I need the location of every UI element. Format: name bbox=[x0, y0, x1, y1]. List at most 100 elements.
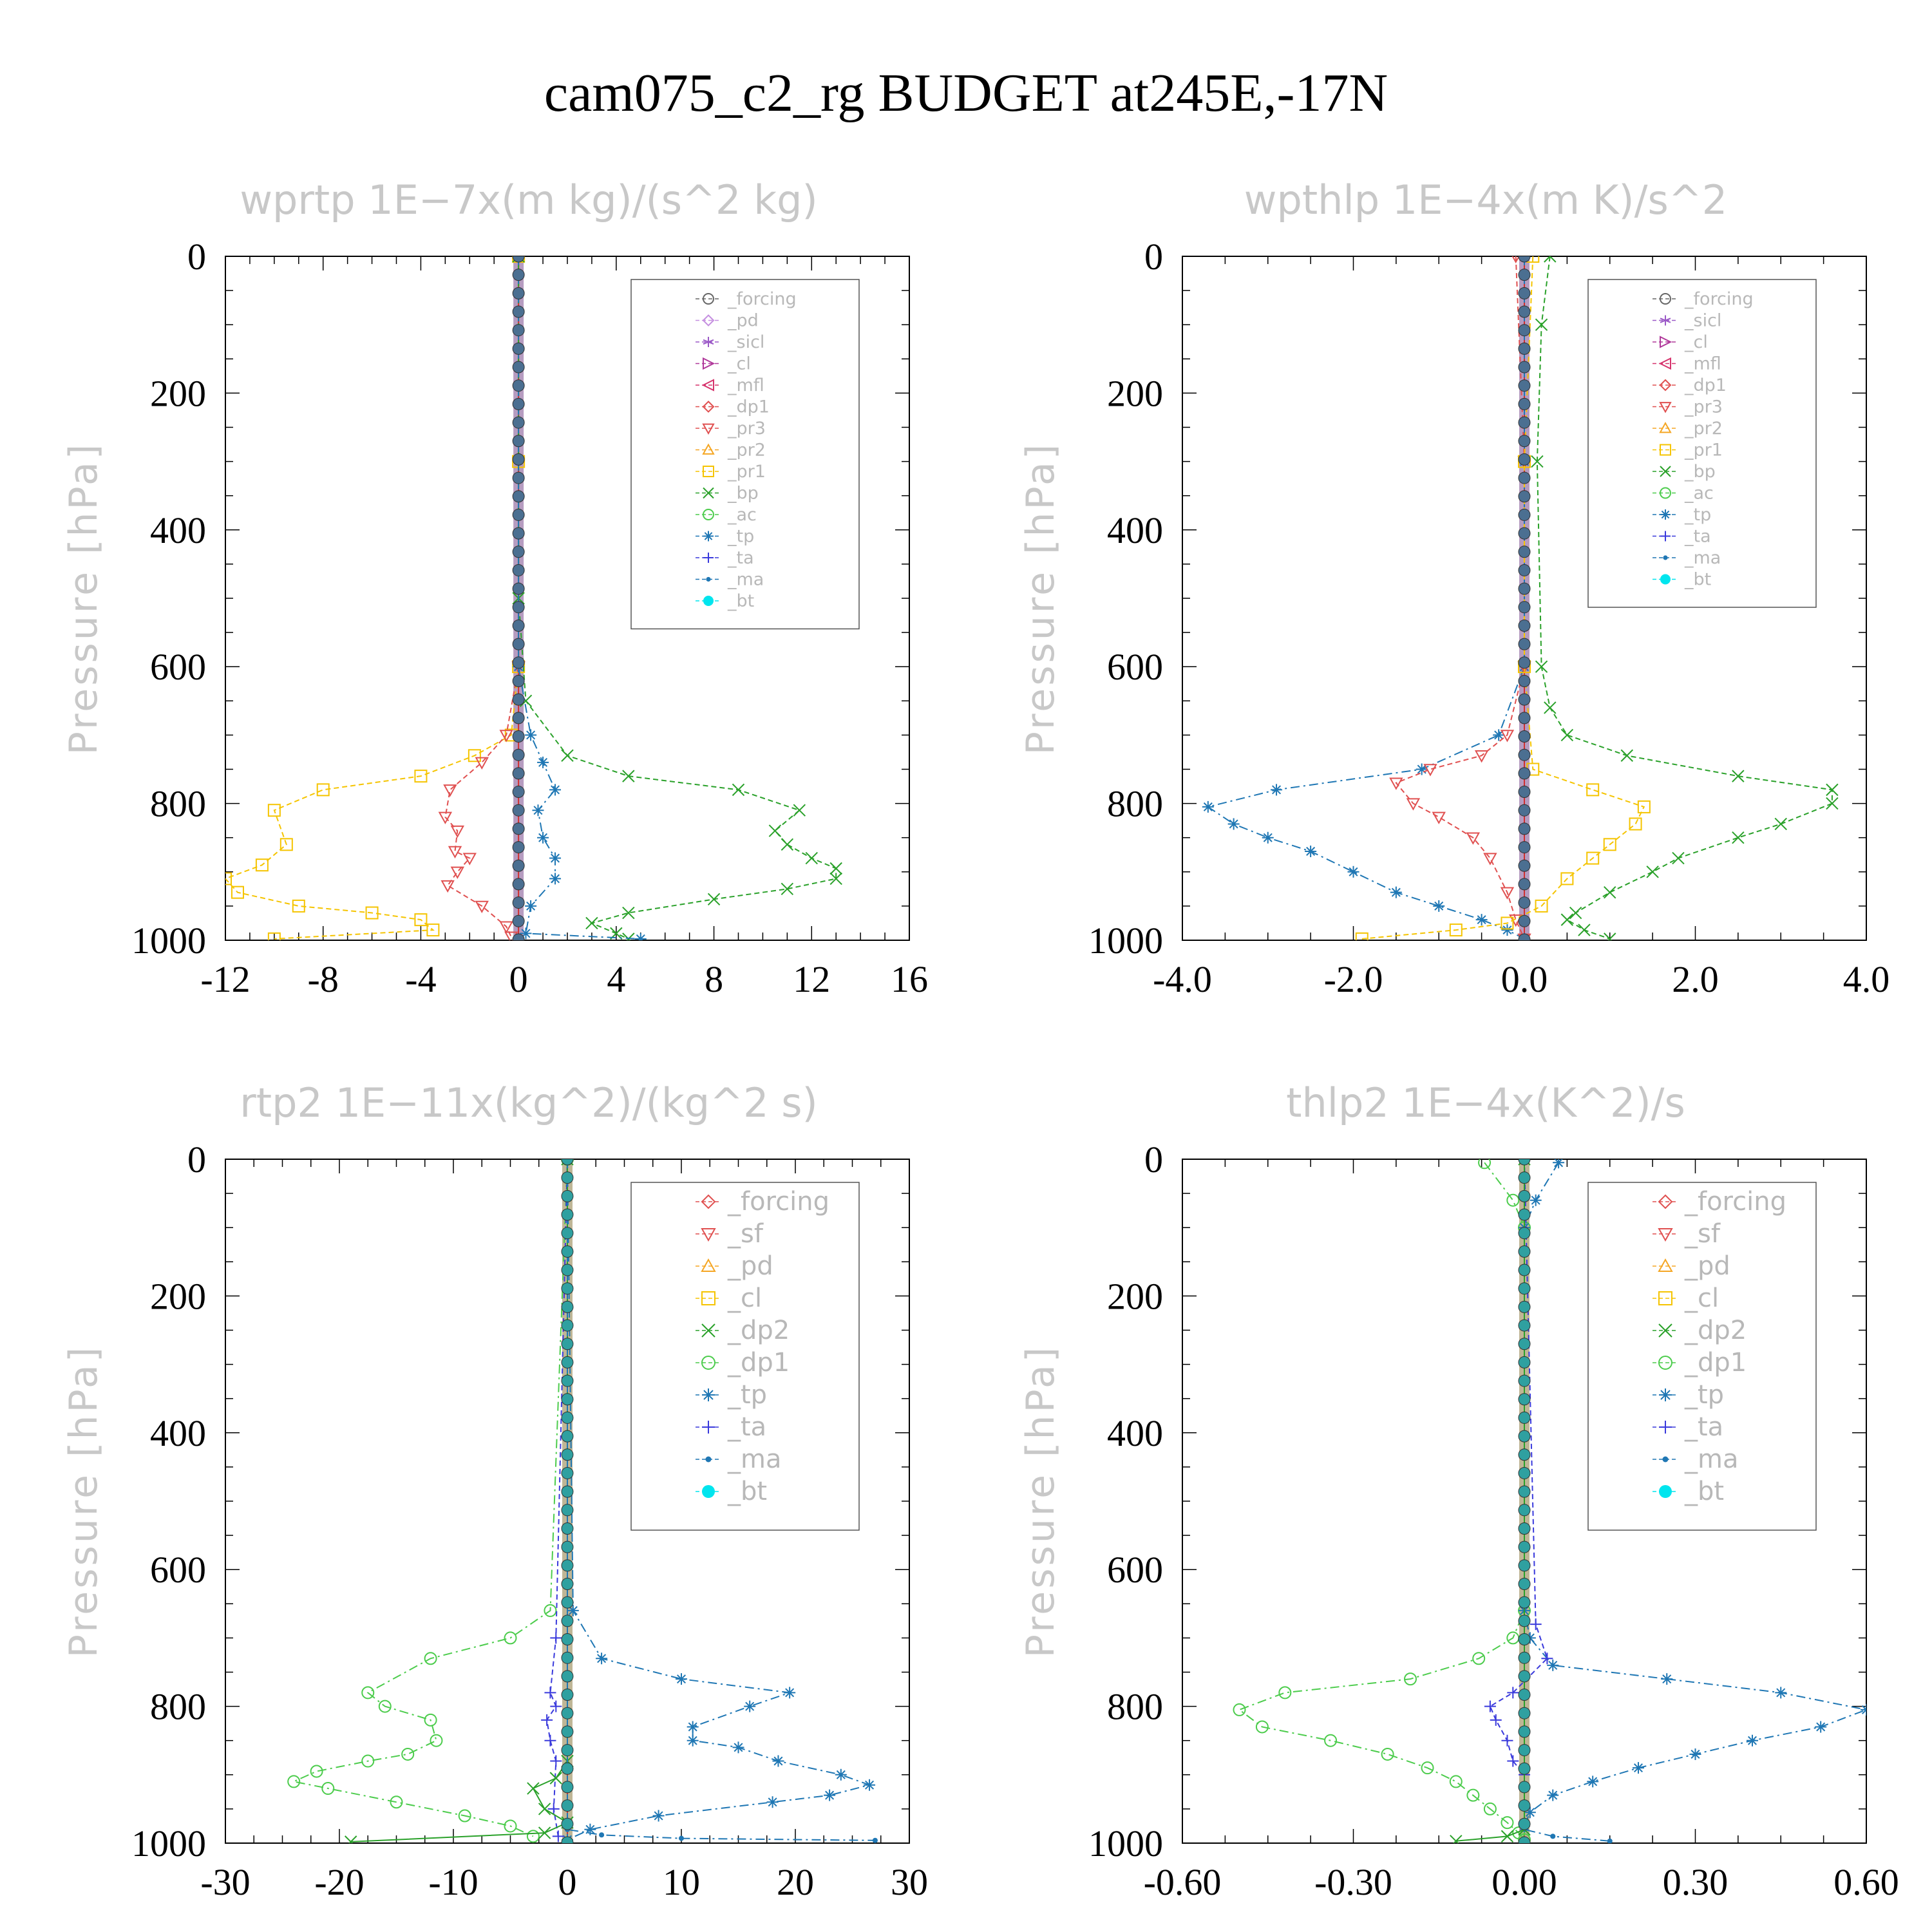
series-point bbox=[1493, 729, 1505, 741]
series-point bbox=[1421, 1761, 1434, 1775]
series-point bbox=[835, 1768, 847, 1781]
series-point bbox=[561, 1615, 574, 1627]
series-point bbox=[1466, 1788, 1480, 1802]
series-point bbox=[1518, 453, 1531, 466]
series-point bbox=[1518, 269, 1531, 281]
legend-label: _pr2 bbox=[1684, 419, 1723, 439]
series-point bbox=[561, 1633, 574, 1646]
series-point bbox=[1490, 1714, 1502, 1726]
series-point bbox=[1347, 866, 1359, 878]
series-point bbox=[1518, 804, 1531, 817]
series-point bbox=[1432, 811, 1446, 824]
series-point bbox=[1518, 379, 1531, 392]
series-point bbox=[1518, 1799, 1531, 1812]
legend-label: _ma bbox=[727, 1444, 781, 1474]
legend-label: _pd bbox=[727, 311, 759, 331]
series-point bbox=[1483, 1802, 1497, 1815]
legend-item: _sicl bbox=[1653, 311, 1721, 331]
series-point bbox=[1518, 564, 1531, 576]
series-point bbox=[458, 1809, 471, 1823]
legend-label: _ac bbox=[727, 505, 757, 525]
series-point bbox=[1560, 913, 1574, 926]
series-point bbox=[512, 545, 525, 558]
series-point bbox=[596, 1653, 608, 1665]
legend-item: _sicl bbox=[696, 332, 764, 352]
series-point bbox=[1518, 730, 1531, 743]
legend-item: _ta bbox=[1653, 1412, 1723, 1442]
series-point bbox=[1518, 619, 1531, 632]
x-tick-label: 4.0 bbox=[1843, 958, 1890, 1000]
series-point bbox=[365, 906, 379, 920]
series-point bbox=[561, 1707, 574, 1719]
legend-item: _cl bbox=[1653, 1283, 1719, 1313]
series-point bbox=[864, 1779, 876, 1791]
series-point bbox=[1518, 1171, 1531, 1184]
x-tick-label: 2.0 bbox=[1672, 958, 1719, 1000]
series-point bbox=[1569, 906, 1582, 920]
series-point bbox=[1518, 1744, 1531, 1757]
series-point bbox=[772, 1755, 784, 1767]
series-point bbox=[549, 1772, 563, 1785]
series-point bbox=[527, 1782, 540, 1795]
series-point bbox=[544, 1687, 556, 1699]
series-point bbox=[424, 1652, 437, 1665]
series-point bbox=[550, 1700, 562, 1712]
series-point bbox=[231, 886, 244, 899]
series-point bbox=[1530, 1194, 1542, 1206]
series-point bbox=[512, 416, 525, 429]
x-tick-label: 0 bbox=[558, 1861, 577, 1903]
series-point bbox=[1500, 887, 1515, 900]
series-point bbox=[504, 1819, 517, 1833]
legend-item: _sf bbox=[696, 1219, 764, 1249]
series-point bbox=[361, 1754, 375, 1768]
series-point bbox=[561, 1159, 574, 1166]
legend-item: _ta bbox=[696, 1412, 766, 1442]
y-tick-label: 600 bbox=[1107, 1549, 1163, 1591]
series-point bbox=[552, 1830, 564, 1842]
legend-label: _tp bbox=[727, 1380, 767, 1410]
series-bt bbox=[1518, 256, 1531, 940]
legend-item: _cl bbox=[1653, 332, 1708, 352]
legend-label: _dp1 bbox=[1684, 1348, 1747, 1378]
series-point bbox=[1607, 1838, 1613, 1843]
x-tick-label: 4 bbox=[607, 958, 625, 1000]
legend-label: _cl bbox=[1684, 332, 1708, 352]
series-point bbox=[1507, 1687, 1519, 1699]
series-point bbox=[1560, 872, 1574, 886]
series-point bbox=[430, 1734, 443, 1747]
series-point bbox=[225, 872, 232, 886]
legend-item: _bt bbox=[696, 1477, 767, 1506]
series-point bbox=[1483, 853, 1497, 866]
series-point bbox=[537, 756, 549, 768]
x-tick-label: -10 bbox=[428, 1861, 478, 1903]
series-point bbox=[532, 804, 544, 817]
y-tick-label: 200 bbox=[150, 372, 206, 414]
series-point bbox=[744, 1700, 756, 1712]
legend-label: _bt bbox=[727, 1477, 767, 1506]
series-point bbox=[781, 838, 794, 851]
legend-item: _forcing bbox=[1653, 1187, 1786, 1217]
series-point bbox=[1672, 851, 1685, 865]
series-point bbox=[676, 1673, 687, 1685]
series-point bbox=[1544, 701, 1557, 714]
series-line bbox=[1238, 1162, 1525, 1841]
series-point bbox=[872, 1837, 878, 1843]
series-point bbox=[512, 397, 525, 410]
series-point bbox=[784, 1687, 796, 1699]
x-tick-label: -0.30 bbox=[1314, 1861, 1392, 1903]
series-point bbox=[1475, 914, 1488, 926]
legend-item: _ta bbox=[1653, 527, 1711, 547]
series-point bbox=[361, 1686, 375, 1700]
series-point bbox=[561, 1670, 574, 1683]
series-point bbox=[1518, 1559, 1531, 1572]
legend: _forcing_sicl_cl_mfl_dp1_pr3_pr2_pr1_bp_… bbox=[1587, 279, 1817, 608]
series-point bbox=[1518, 1522, 1531, 1535]
series-point bbox=[549, 784, 562, 796]
series-point bbox=[1815, 1721, 1827, 1733]
series-point bbox=[829, 862, 842, 875]
series-point bbox=[512, 305, 525, 318]
series-point bbox=[561, 1578, 574, 1591]
legend-label: _bt bbox=[1684, 1477, 1724, 1506]
series-point bbox=[561, 1189, 574, 1202]
series-point bbox=[634, 933, 647, 940]
